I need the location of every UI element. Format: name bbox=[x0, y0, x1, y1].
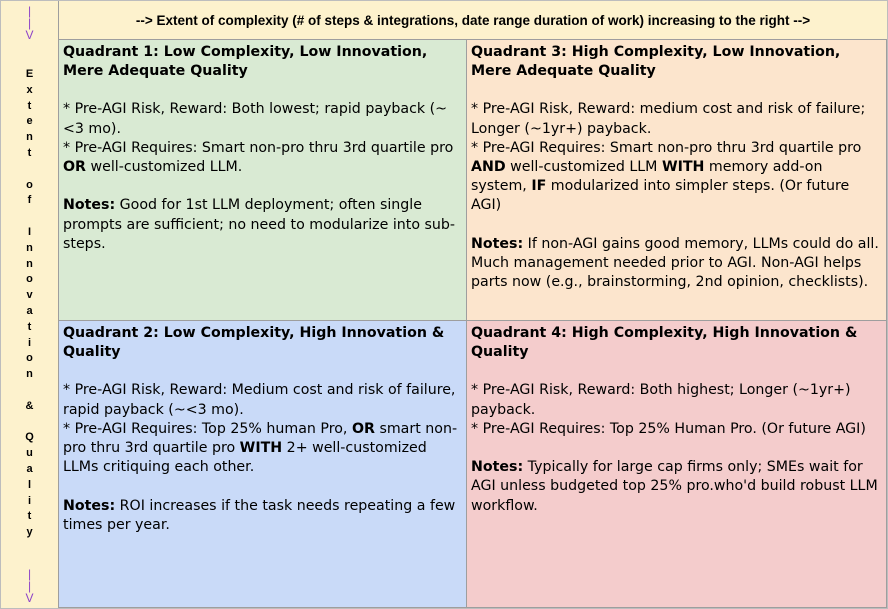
notes-line: Notes: ROI increases if the task needs r… bbox=[63, 497, 462, 535]
requires-emphasis: WITH bbox=[661, 159, 705, 176]
notes-label: Notes: bbox=[471, 459, 524, 476]
requires-text: * Pre-AGI Requires: Top 25% human Pro, bbox=[63, 420, 352, 437]
vertical-letter: y bbox=[26, 526, 33, 539]
quadrant-3: Quadrant 3: High Complexity, Low Innovat… bbox=[467, 40, 887, 321]
quadrant-title: Quadrant 3: High Complexity, Low Innovat… bbox=[471, 44, 841, 80]
vertical-letter: t bbox=[27, 146, 32, 159]
vertical-letter: I bbox=[27, 225, 32, 238]
requires-emphasis: IF bbox=[531, 178, 547, 195]
arrow-glyph: | bbox=[27, 567, 32, 581]
arrow-glyph: | bbox=[27, 16, 32, 30]
quadrant-title: Quadrant 4: High Complexity, High Innova… bbox=[471, 325, 858, 361]
vertical-letter: o bbox=[26, 273, 33, 286]
requires-line: * Pre-AGI Requires: Smart non-pro thru 3… bbox=[63, 139, 462, 177]
vertical-letter bbox=[1, 383, 58, 399]
requires-line: * Pre-AGI Requires: Top 25% Human Pro. (… bbox=[471, 420, 866, 437]
vertical-letter: n bbox=[26, 368, 33, 381]
vertical-letter: f bbox=[27, 194, 32, 207]
notes-text: Good for 1st LLM deployment; often singl… bbox=[63, 197, 456, 252]
arrow-glyph: V bbox=[25, 591, 34, 605]
notes-line: Notes: If non-AGI gains good memory, LLM… bbox=[471, 235, 882, 293]
vertical-letter: a bbox=[26, 304, 33, 317]
vertical-letter: t bbox=[27, 320, 32, 333]
requires-line: * Pre-AGI Requires: Smart non-pro thru 3… bbox=[471, 139, 882, 216]
quadrant-4: Quadrant 4: High Complexity, High Innova… bbox=[467, 321, 887, 608]
vertical-letter: e bbox=[26, 115, 33, 128]
risk-line: * Pre-AGI Risk, Reward: Medium cost and … bbox=[63, 382, 456, 418]
vertical-letter: x bbox=[26, 83, 33, 96]
vertical-letter: n bbox=[26, 131, 33, 144]
vertical-letter: t bbox=[27, 510, 32, 523]
quadrant-title: Quadrant 2: Low Complexity, High Innovat… bbox=[63, 325, 445, 361]
vertical-letter: & bbox=[25, 399, 34, 412]
risk-line: * Pre-AGI Risk, Reward: Both highest; Lo… bbox=[471, 382, 851, 418]
vertical-letter: t bbox=[27, 99, 32, 112]
notes-label: Notes: bbox=[471, 235, 524, 252]
requires-emphasis: WITH bbox=[239, 440, 283, 457]
notes-line: Notes: Typically for large cap firms onl… bbox=[471, 458, 882, 516]
notes-line: Notes: Good for 1st LLM deployment; ofte… bbox=[63, 196, 462, 254]
vertical-letter bbox=[1, 415, 58, 431]
horizontal-axis-header: --> Extent of complexity (# of steps & i… bbox=[58, 1, 887, 40]
down-arrow-bottom: | | V bbox=[1, 568, 58, 604]
vertical-letter: i bbox=[27, 336, 32, 349]
vertical-letter: v bbox=[26, 289, 33, 302]
risk-line: * Pre-AGI Risk, Reward: Both lowest; rap… bbox=[63, 101, 448, 137]
vertical-letter bbox=[1, 162, 58, 178]
requires-text: modularized into simpler steps. (Or futu… bbox=[471, 178, 850, 214]
vertical-letter: o bbox=[26, 352, 33, 365]
quadrant-title: Quadrant 1: Low Complexity, Low Innovati… bbox=[63, 44, 428, 80]
vertical-letter: Q bbox=[25, 431, 34, 444]
requires-text: * Pre-AGI Requires: Smart non-pro thru 3… bbox=[63, 139, 454, 156]
notes-text: If non-AGI gains good memory, LLMs could… bbox=[471, 235, 879, 291]
requires-text: well-customized LLM. bbox=[86, 159, 243, 176]
vertical-letter: n bbox=[26, 257, 33, 270]
requires-text: * Pre-AGI Requires: Smart non-pro thru 3… bbox=[471, 139, 862, 156]
vertical-letter: i bbox=[27, 494, 32, 507]
notes-text: Typically for large cap firms only; SMEs… bbox=[471, 459, 878, 514]
requires-text: 2+ well-customized LLMs critiquing each … bbox=[63, 440, 427, 476]
requires-emphasis: OR bbox=[63, 159, 86, 176]
vertical-letter: E bbox=[25, 68, 34, 80]
requires-text: smart non-pro thru 3rd quartile pro bbox=[63, 420, 458, 457]
vertical-letter bbox=[1, 209, 58, 225]
requires-text: well-customized LLM bbox=[505, 159, 662, 176]
requires-line: * Pre-AGI Requires: Top 25% human Pro, O… bbox=[63, 420, 462, 478]
requires-text: memory add-on system, bbox=[471, 159, 823, 195]
arrow-glyph: V bbox=[25, 28, 34, 42]
vertical-letter: o bbox=[26, 178, 33, 191]
risk-line: * Pre-AGI Risk, Reward: medium cost and … bbox=[471, 101, 866, 137]
requires-emphasis: OR bbox=[351, 420, 375, 437]
requires-emphasis: AND bbox=[471, 159, 506, 176]
arrow-glyph: | bbox=[27, 579, 32, 593]
quadrant-1: Quadrant 1: Low Complexity, Low Innovati… bbox=[58, 40, 467, 321]
notes-label: Notes: bbox=[63, 497, 116, 514]
vertical-letter: u bbox=[26, 447, 33, 460]
vertical-letter: a bbox=[26, 462, 33, 475]
notes-text: ROI increases if the task needs repeatin… bbox=[63, 497, 456, 533]
down-arrow-top: | | V bbox=[1, 5, 58, 41]
vertical-letter: n bbox=[26, 241, 33, 254]
vertical-letter: l bbox=[27, 478, 32, 491]
quadrant-2: Quadrant 2: Low Complexity, High Innovat… bbox=[58, 321, 467, 608]
notes-label: Notes: bbox=[63, 197, 116, 214]
arrow-glyph: | bbox=[27, 4, 32, 18]
